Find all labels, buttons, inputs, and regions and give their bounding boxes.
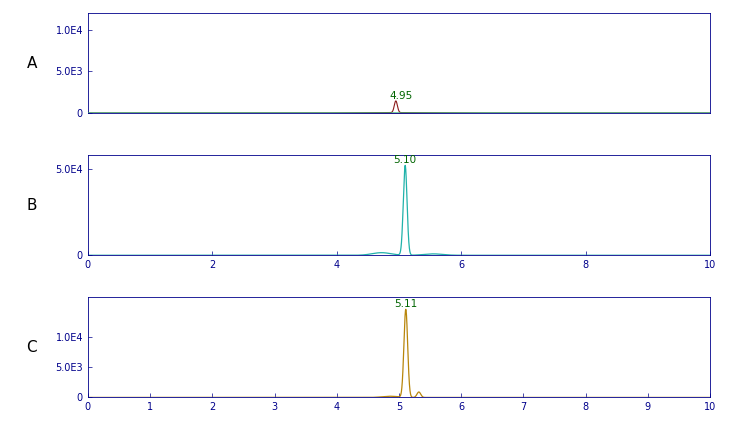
Text: A: A — [26, 56, 37, 70]
Text: B: B — [26, 198, 37, 213]
Text: C: C — [26, 340, 37, 355]
Text: 5.11: 5.11 — [394, 299, 417, 308]
Text: 4.95: 4.95 — [389, 91, 412, 101]
Text: 5.10: 5.10 — [394, 155, 417, 165]
